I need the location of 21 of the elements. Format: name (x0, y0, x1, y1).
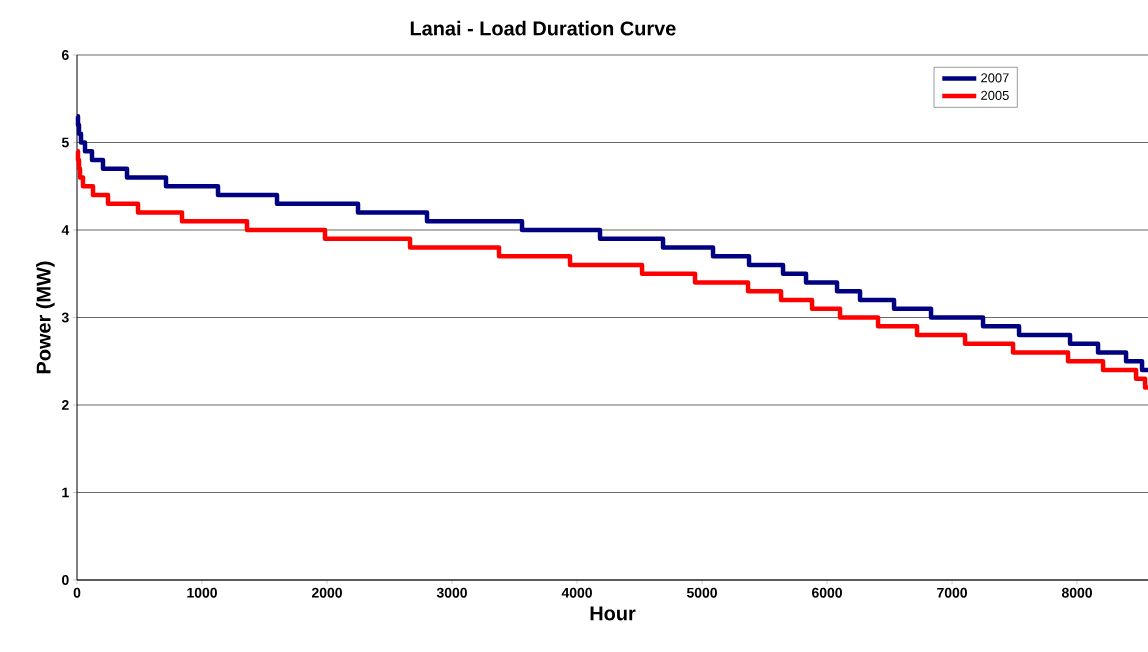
x-tick-label: 4000 (561, 587, 592, 598)
x-axis-title: Hour (590, 606, 636, 621)
x-tick-label: 8000 (1061, 587, 1092, 598)
legend-label: 2005 (981, 90, 1009, 100)
y-tick-label: 2 (61, 400, 69, 410)
y-tick-label: 5 (61, 137, 69, 148)
x-tick-label: 7000 (937, 587, 967, 598)
y-tick-label: 1 (62, 487, 69, 498)
x-tick-label: 5000 (686, 587, 717, 598)
legend-label: 2007 (981, 73, 1009, 83)
x-tick-label: 1000 (187, 587, 217, 598)
x-tick-label: 3000 (436, 587, 467, 598)
y-tick-label: 3 (61, 312, 69, 323)
y-axis-title: Power (MW) (36, 261, 55, 374)
x-tick-label: 0 (73, 587, 81, 598)
chart-title: Lanai - Load Duration Curve (410, 20, 676, 36)
y-tick-label: 4 (61, 225, 70, 235)
y-tick-label: 0 (62, 575, 69, 585)
y-tick-label: 6 (61, 50, 69, 60)
x-tick-label: 2000 (311, 587, 342, 598)
x-tick-label: 6000 (812, 587, 842, 598)
